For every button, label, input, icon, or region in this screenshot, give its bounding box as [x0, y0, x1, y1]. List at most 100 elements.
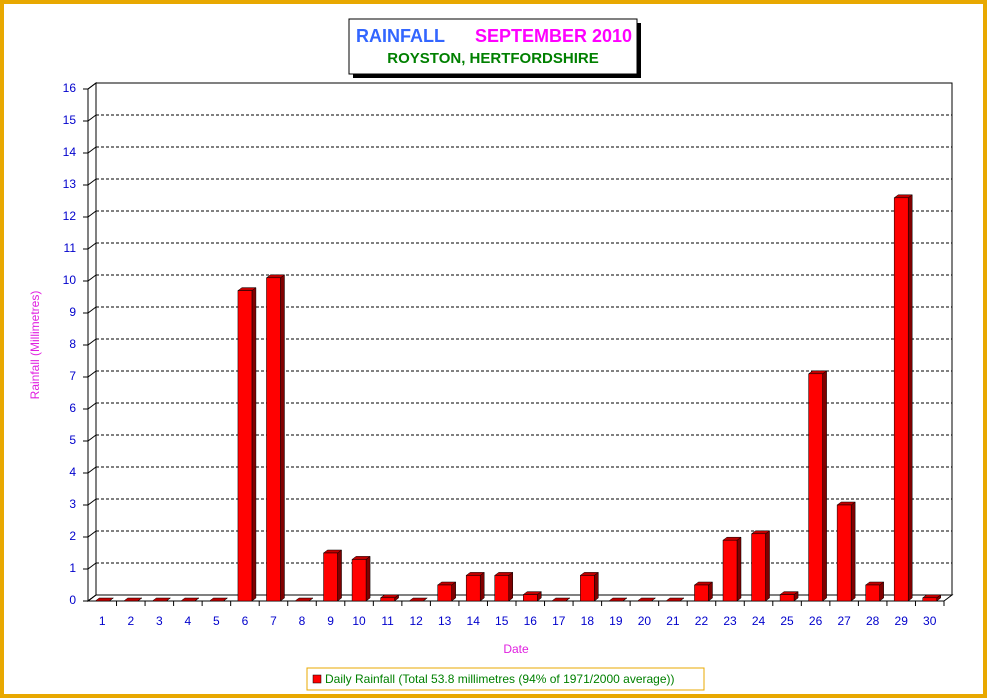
x-tick-label: 21 — [666, 614, 680, 628]
bar-top — [551, 597, 571, 602]
bar-top — [665, 597, 685, 602]
x-tick-label: 27 — [837, 614, 851, 628]
x-tick-label: 13 — [438, 614, 452, 628]
y-tick-label: 4 — [69, 465, 76, 479]
y-tick-label: 2 — [69, 529, 76, 543]
bar-top — [408, 597, 428, 602]
bar — [380, 597, 395, 602]
grid-line-side — [87, 210, 97, 218]
x-tick-label: 19 — [609, 614, 623, 628]
grid-line-side — [87, 306, 97, 314]
x-tick-label: 3 — [156, 614, 163, 628]
bar — [694, 584, 709, 602]
bar — [865, 584, 880, 602]
grid-line-side — [87, 562, 97, 570]
x-tick-label: 9 — [327, 614, 334, 628]
bar-side — [251, 287, 257, 602]
bar-top — [94, 597, 115, 602]
bar — [437, 584, 452, 602]
grid-line-side — [87, 114, 97, 122]
x-tick-label: 16 — [524, 614, 538, 628]
bar-top — [208, 597, 229, 602]
bar — [323, 552, 338, 602]
x-tick-label: 23 — [723, 614, 737, 628]
bar — [580, 575, 595, 602]
chart-title-date: SEPTEMBER 2010 — [475, 26, 632, 46]
bar — [237, 290, 253, 602]
y-tick-label: 3 — [69, 497, 76, 511]
y-tick-label: 11 — [64, 241, 77, 255]
bar — [266, 277, 281, 602]
x-tick-label: 26 — [809, 614, 823, 628]
y-tick-label: 14 — [63, 145, 77, 159]
grid-line-side — [87, 242, 97, 250]
grid-line-side — [87, 274, 97, 282]
y-tick-label: 12 — [63, 209, 77, 223]
bar-side — [479, 571, 485, 602]
bar — [722, 539, 738, 602]
grid-line-side — [87, 466, 97, 474]
legend-swatch — [312, 674, 322, 684]
grid-line-side — [87, 594, 97, 602]
bar — [779, 594, 795, 602]
x-tick-label: 6 — [242, 614, 249, 628]
x-tick-label: 25 — [780, 614, 794, 628]
x-tick-label: 5 — [213, 614, 220, 628]
x-tick-label: 18 — [581, 614, 595, 628]
x-tick-label: 22 — [695, 614, 709, 628]
x-tick-label: 29 — [895, 614, 909, 628]
x-tick-label: 11 — [381, 614, 394, 628]
bar-top — [636, 597, 657, 602]
grid-line-side — [87, 402, 97, 410]
bar — [751, 533, 766, 602]
y-tick-label: 1 — [69, 561, 76, 575]
y-tick-label: 8 — [69, 337, 76, 351]
grid-line-side — [87, 82, 97, 90]
grid-line-side — [87, 338, 97, 346]
x-tick-label: 1 — [99, 614, 106, 628]
bar-side — [508, 571, 513, 602]
y-tick-label: 16 — [63, 81, 77, 95]
grid-line-side — [87, 178, 97, 186]
grid-line-side — [87, 498, 97, 506]
bar — [836, 504, 852, 602]
x-tick-label: 4 — [185, 614, 192, 628]
x-tick-label: 15 — [495, 614, 509, 628]
x-tick-label: 30 — [923, 614, 937, 628]
y-tick-label: 13 — [63, 177, 77, 191]
x-tick-label: 17 — [552, 614, 566, 628]
bar — [808, 373, 823, 602]
x-tick-label: 7 — [270, 614, 277, 628]
x-tick-label: 2 — [127, 614, 134, 628]
chart-title: RAINFALL — [356, 26, 445, 46]
x-tick-label: 12 — [409, 614, 423, 628]
bar-top — [180, 597, 200, 602]
bar-top — [151, 597, 172, 602]
title-box — [348, 18, 638, 75]
y-axis-label: Rainfall (Millimetres) — [28, 291, 42, 400]
bar-top — [608, 597, 628, 602]
bar-side — [907, 194, 913, 602]
y-tick-label: 0 — [69, 593, 76, 607]
legend-box — [306, 667, 705, 691]
bar-top — [294, 597, 314, 602]
bar-side — [365, 555, 371, 602]
bar — [465, 575, 481, 602]
x-tick-label: 20 — [638, 614, 652, 628]
bar-side — [850, 501, 856, 602]
bar-side — [280, 274, 285, 602]
y-tick-label: 5 — [69, 433, 76, 447]
bar-side — [337, 549, 342, 602]
y-tick-label: 15 — [63, 113, 77, 127]
x-tick-label: 28 — [866, 614, 880, 628]
grid-line-side — [87, 434, 97, 442]
bar — [922, 597, 937, 602]
bar-top — [123, 597, 143, 602]
legend-label: Daily Rainfall (Total 53.8 millimetres (… — [325, 672, 675, 686]
grid-line-side — [87, 370, 97, 378]
bar — [494, 575, 509, 602]
x-axis-label: Date — [503, 642, 529, 656]
x-tick-label: 8 — [299, 614, 306, 628]
grid-line-side — [87, 146, 97, 154]
